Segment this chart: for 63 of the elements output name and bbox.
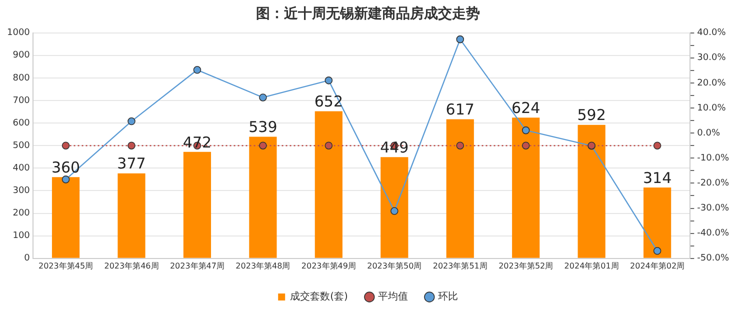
data-label: 377 [117, 154, 146, 173]
x-tick-label: 2023年第45周 [38, 261, 94, 270]
x-tick-label: 2023年第50周 [367, 261, 422, 270]
y2-tick-label: 20.0% [697, 78, 726, 88]
x-tick-label: 2023年第49周 [301, 261, 356, 270]
y2-tick-label: -50.0% [697, 254, 730, 264]
x-tick-label: 2024年第01周 [564, 261, 619, 270]
y-tick-label: 0 [24, 254, 30, 264]
legend-label: 环比 [438, 290, 458, 303]
x-tick-label: 2023年第52周 [498, 261, 554, 270]
x-tick-label: 2023年第46周 [104, 261, 159, 270]
y-tick-label: 600 [12, 118, 30, 128]
data-label: 360 [51, 158, 80, 177]
y2-tick-label: 30.0% [697, 53, 726, 64]
y-tick-label: 400 [12, 164, 30, 174]
x-tick-label: 2023年第51周 [432, 261, 488, 270]
data-label: 472 [182, 133, 212, 152]
chart-title: 图：近十周无锡新建商品房成交走势 [256, 5, 480, 22]
bar [183, 152, 212, 258]
bar [380, 157, 408, 258]
point [390, 207, 398, 215]
data-label: 449 [380, 138, 409, 156]
data-label: 592 [577, 106, 606, 124]
point [324, 76, 333, 84]
bar [446, 119, 474, 258]
y2-tick-label: 0.0% [697, 128, 720, 138]
y-tick-label: 100 [12, 231, 30, 242]
y-tick-label: 700 [12, 96, 30, 106]
point [653, 246, 662, 255]
bar [249, 136, 277, 258]
y2-tick-label: -10.0% [697, 153, 730, 164]
data-label: 314 [642, 168, 672, 187]
y-tick-label: 500 [12, 140, 30, 151]
y-tick-label: 800 [12, 73, 30, 84]
y-tick-label: 1000 [7, 28, 30, 38]
point [128, 117, 136, 126]
y2-tick-label: -30.0% [697, 204, 730, 214]
x-tick-label: 2024年第02周 [630, 261, 685, 270]
bar [52, 177, 80, 258]
y-tick-label: 300 [12, 186, 30, 196]
point [456, 35, 464, 44]
y2-tick-label: -40.0% [697, 228, 730, 239]
bar [314, 111, 342, 258]
bar [578, 124, 606, 258]
bar [643, 188, 672, 258]
y-tick-label: 900 [12, 50, 30, 61]
data-label: 539 [248, 118, 278, 136]
bar [512, 118, 540, 258]
y-tick-label: 200 [12, 208, 30, 219]
point [193, 66, 202, 74]
y2-tick-label: 40.0% [697, 28, 726, 38]
point [259, 94, 267, 102]
bar [118, 173, 146, 258]
y2-tick-label: -20.0% [697, 178, 730, 189]
x-tick-label: 2023年第47周 [170, 261, 224, 270]
data-label: 624 [512, 99, 540, 118]
legend-label: 平均值 [378, 290, 408, 303]
y2-tick-label: 10.0% [697, 103, 726, 114]
data-label: 617 [446, 100, 474, 119]
x-tick-label: 2023年第48周 [236, 261, 290, 270]
point [62, 176, 70, 184]
point [522, 126, 530, 134]
legend-label: 成交套数(套) [290, 290, 348, 303]
